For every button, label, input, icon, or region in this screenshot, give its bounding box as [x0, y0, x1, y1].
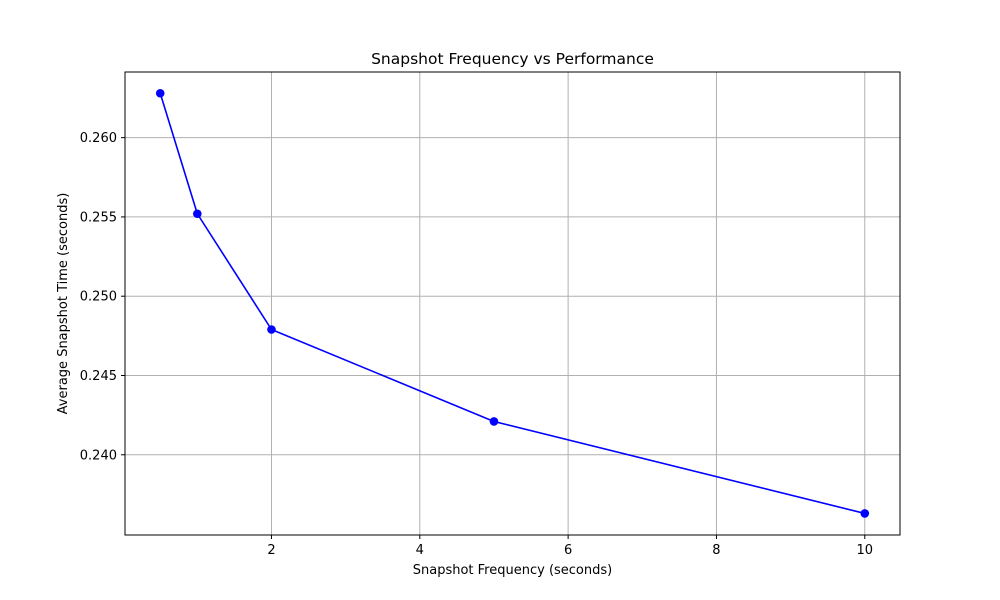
data-point: [155, 88, 165, 98]
axis-ticks: 2 4 6 8 10 0.240 0.245 0.250 0.255 0.260: [80, 131, 873, 558]
y-tick-label: 0.255: [80, 210, 117, 225]
data-point: [860, 509, 870, 518]
x-tick-label: 4: [416, 543, 424, 558]
x-tick-label: 2: [267, 543, 275, 558]
x-tick-label: 6: [564, 543, 572, 558]
chart-title: Snapshot Frequency vs Performance: [371, 50, 654, 68]
y-tick-label: 0.260: [80, 131, 117, 146]
x-axis-label: Snapshot Frequency (seconds): [413, 563, 612, 578]
data-point: [267, 325, 276, 334]
series-layer: [155, 88, 870, 518]
plot-frame: [124, 71, 901, 536]
x-tick-label: 8: [712, 543, 720, 558]
y-axis-label: Average Snapshot Time (seconds): [56, 193, 71, 415]
data-point: [193, 209, 202, 219]
x-tick-label: 10: [856, 543, 873, 558]
grid: [125, 72, 900, 535]
y-tick-label: 0.245: [80, 369, 117, 384]
y-tick-label: 0.250: [80, 290, 117, 305]
y-tick-label: 0.240: [80, 448, 117, 463]
data-point: [489, 417, 499, 426]
